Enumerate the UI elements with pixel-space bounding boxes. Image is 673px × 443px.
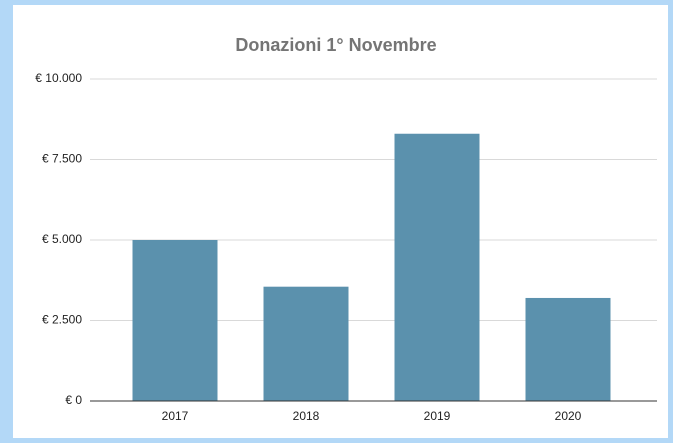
y-tick-label: € 5.000: [42, 232, 82, 246]
bar: [263, 286, 349, 401]
x-tick-label: 2018: [293, 409, 320, 423]
bar: [525, 297, 611, 401]
x-tick-label: 2020: [555, 409, 582, 423]
y-tick-label: € 2.500: [42, 313, 82, 327]
bar: [132, 240, 218, 401]
chart-title: Donazioni 1° Novembre: [235, 35, 436, 55]
y-tick-label: € 0: [65, 393, 82, 407]
y-tick-label: € 10.000: [35, 71, 82, 85]
x-tick-label: 2019: [424, 409, 451, 423]
x-tick-label: 2017: [162, 409, 189, 423]
y-tick-label: € 7.500: [42, 152, 82, 166]
bar: [394, 133, 480, 402]
